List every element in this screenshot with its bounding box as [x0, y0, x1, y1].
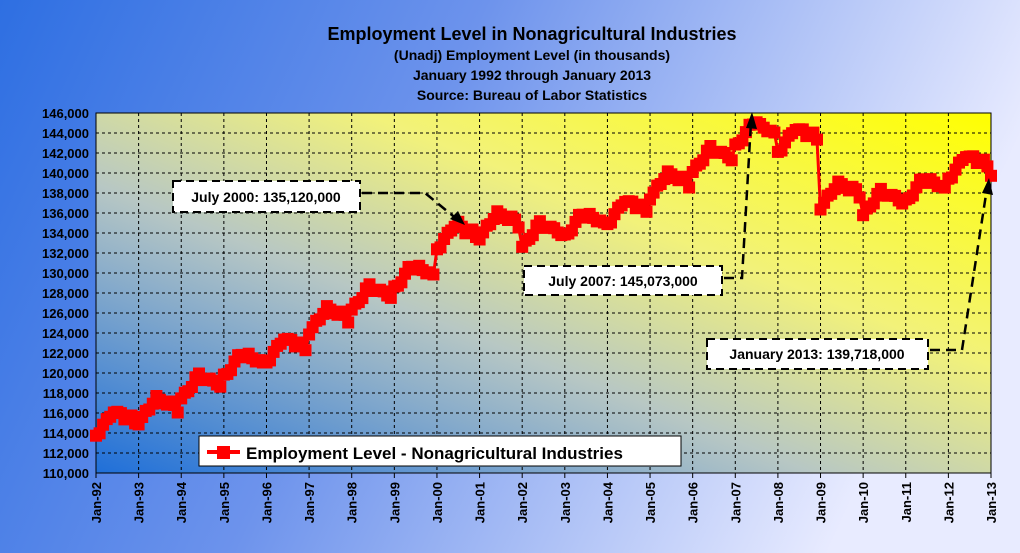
x-tick-label: Jan-10 — [856, 482, 871, 523]
callout-jul-2007: July 2007: 145,073,000 — [523, 265, 723, 296]
callout-jul-2000: July 2000: 135,120,000 — [172, 180, 361, 213]
data-point — [171, 406, 184, 419]
y-tick-label: 116,000 — [43, 406, 89, 421]
data-series — [90, 116, 997, 442]
y-tick-label: 144,000 — [42, 126, 89, 141]
data-point — [427, 268, 440, 281]
data-point — [509, 213, 522, 226]
legend-box — [198, 435, 682, 467]
y-tick-label: 112,000 — [43, 446, 89, 461]
chart-subtitle-3: Source: Bureau of Labor Statistics — [417, 87, 647, 103]
callout-box-jul-2007 — [523, 265, 723, 296]
arrowhead-jul-2000 — [450, 211, 465, 225]
x-tick-label: Jan-12 — [941, 482, 956, 523]
data-point — [853, 191, 866, 204]
y-tick-label: 136,000 — [42, 206, 89, 221]
x-tick-label: Jan-92 — [89, 482, 104, 523]
x-tick-label: Jan-01 — [473, 482, 488, 523]
x-tick-label: Jan-06 — [686, 482, 701, 523]
x-tick-label: Jan-00 — [430, 482, 445, 523]
x-tick-label: Jan-94 — [174, 481, 189, 523]
data-point — [526, 229, 539, 242]
data-point — [683, 181, 696, 194]
legend-marker-swatch — [217, 446, 230, 459]
x-tick-label: Jan-93 — [132, 482, 147, 523]
x-tick-label: Jan-11 — [899, 482, 914, 522]
callout-label-jan-2013: January 2013: 139,718,000 — [729, 346, 904, 362]
data-point — [985, 169, 997, 182]
data-point — [512, 221, 525, 234]
data-point — [356, 292, 369, 305]
y-tick-label: 126,000 — [42, 306, 89, 321]
data-point — [725, 154, 738, 167]
x-tick-label: Jan-98 — [345, 482, 360, 523]
y-tick-label: 122,000 — [42, 346, 89, 361]
data-point — [981, 160, 994, 173]
x-tick-label: Jan-02 — [515, 482, 530, 523]
arrowhead-jan-2013 — [982, 178, 993, 195]
leader-jan-2013 — [930, 187, 989, 352]
y-tick-label: 132,000 — [42, 246, 89, 261]
x-tick-label: Jan-08 — [771, 482, 786, 523]
data-point — [640, 205, 653, 218]
y-tick-label: 128,000 — [42, 286, 89, 301]
y-tick-label: 130,000 — [42, 266, 89, 281]
y-tick-label: 146,000 — [42, 106, 89, 121]
x-tick-label: Jan-97 — [302, 482, 317, 523]
y-tick-label: 120,000 — [42, 366, 89, 381]
x-tick-label: Jan-05 — [643, 482, 658, 523]
data-point — [299, 344, 312, 357]
y-tick-label: 142,000 — [42, 146, 89, 161]
x-tick-label: Jan-96 — [259, 482, 274, 523]
leader-jul-2007 — [724, 121, 753, 280]
chart-title: Employment Level in Nonagricultural Indu… — [327, 24, 736, 44]
callout-leaders — [362, 112, 993, 352]
legend-label: Employment Level - Nonagricultural Indus… — [246, 444, 623, 463]
y-tick-label: 134,000 — [42, 226, 89, 241]
data-point — [342, 316, 355, 329]
callout-box-jul-2000 — [172, 180, 361, 213]
y-axis-ticks: 110,000 112,000 114,000 116,000 118,000 120,0… — [42, 106, 89, 481]
arrowhead-jul-2007 — [746, 112, 757, 129]
y-tick-label: 140,000 — [42, 166, 89, 181]
data-point — [811, 133, 823, 146]
x-axis-ticks: Jan-92 Jan-93 Jan-94 Jan-95 Jan-96 Jan-97 Jan-… — [89, 473, 999, 523]
callout-label-jul-2007: July 2007: 145,073,000 — [548, 273, 698, 289]
data-point — [796, 123, 809, 136]
data-point — [214, 380, 227, 393]
x-tick-label: Jan-95 — [217, 482, 232, 523]
data-point — [867, 197, 880, 210]
callout-jan-2013: January 2013: 139,718,000 — [706, 338, 929, 370]
x-tick-label: Jan-07 — [728, 482, 743, 523]
chart-subtitle-1: (Unadj) Employment Level (in thousands) — [394, 47, 670, 63]
chart-subtitle-2: January 1992 through January 2013 — [413, 67, 651, 83]
y-tick-label: 114,000 — [43, 426, 89, 441]
y-tick-label: 118,000 — [43, 386, 89, 401]
y-tick-label: 138,000 — [42, 186, 89, 201]
data-point — [185, 381, 198, 393]
y-tick-label: 110,000 — [43, 466, 89, 481]
x-tick-label: Jan-13 — [984, 482, 999, 523]
x-tick-label: Jan-09 — [814, 482, 829, 523]
y-tick-label: 124,000 — [42, 326, 89, 341]
x-tick-label: Jan-03 — [558, 482, 573, 523]
callout-box-jan-2013 — [706, 338, 929, 370]
leader-jul-2000 — [362, 191, 459, 221]
data-point — [697, 154, 710, 167]
legend: Employment Level - Nonagricultural Indus… — [198, 435, 682, 467]
x-tick-label: Jan-04 — [600, 481, 615, 523]
x-tick-label: Jan-99 — [387, 482, 402, 523]
callout-label-jul-2000: July 2000: 135,120,000 — [191, 189, 341, 205]
data-point — [768, 126, 781, 139]
data-point — [384, 291, 397, 304]
